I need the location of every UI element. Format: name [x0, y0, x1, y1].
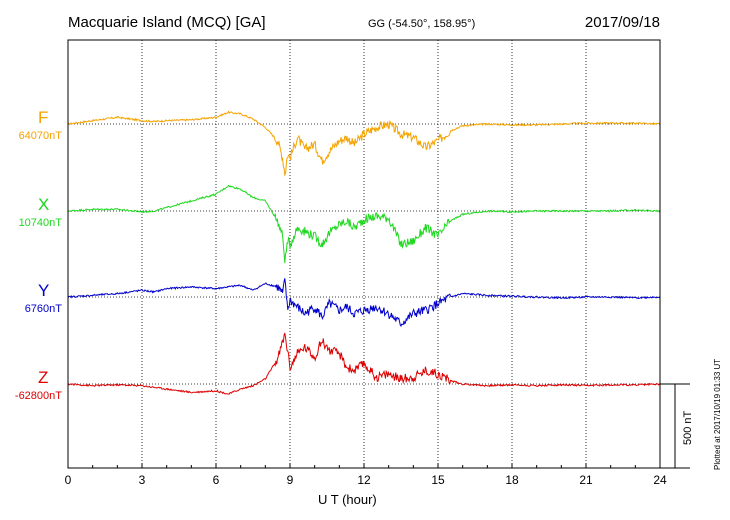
scale-bar-label: 500 nT	[682, 410, 694, 445]
x-axis-label: U T (hour)	[318, 492, 377, 507]
component-baseline-Y: 6760nT	[24, 303, 62, 315]
component-letter-F: F	[38, 108, 49, 127]
x-tick-label: 9	[287, 473, 294, 487]
x-tick-label: 6	[213, 473, 220, 487]
geographic-coordinates: GG (-54.50°, 158.95°)	[368, 18, 476, 30]
x-tick-label: 15	[431, 473, 445, 487]
grid-lines	[141, 40, 587, 468]
component-letter-Y: Y	[38, 281, 50, 300]
component-baseline-F: 64070nT	[18, 130, 62, 142]
trace-F	[67, 110, 661, 177]
plotted-timestamp: Plotted at 2017/10/19 01:33 UT	[713, 358, 722, 470]
station-title: Macquarie Island (MCQ) [GA]	[68, 14, 266, 31]
component-traces	[67, 110, 661, 395]
x-tick-label: 0	[65, 473, 72, 487]
component-letter-Z: Z	[38, 368, 49, 387]
trace-Z	[67, 332, 661, 395]
scale-bar	[660, 383, 690, 469]
x-tick-label: 12	[357, 473, 371, 487]
trace-X	[67, 184, 661, 264]
x-tick-label: 3	[139, 473, 146, 487]
trace-Y	[67, 278, 661, 328]
x-tick-label: 24	[653, 473, 667, 487]
chart-date: 2017/09/18	[584, 14, 660, 31]
component-baseline-Z: -62800nT	[14, 390, 62, 402]
x-tick-label: 21	[579, 473, 593, 487]
x-tick-label: 18	[505, 473, 519, 487]
x-axis-ticks: 0 3 6 9 12 15 18 21 24	[65, 463, 667, 487]
component-letter-X: X	[38, 195, 50, 214]
component-baseline-X: 10740nT	[18, 217, 62, 229]
